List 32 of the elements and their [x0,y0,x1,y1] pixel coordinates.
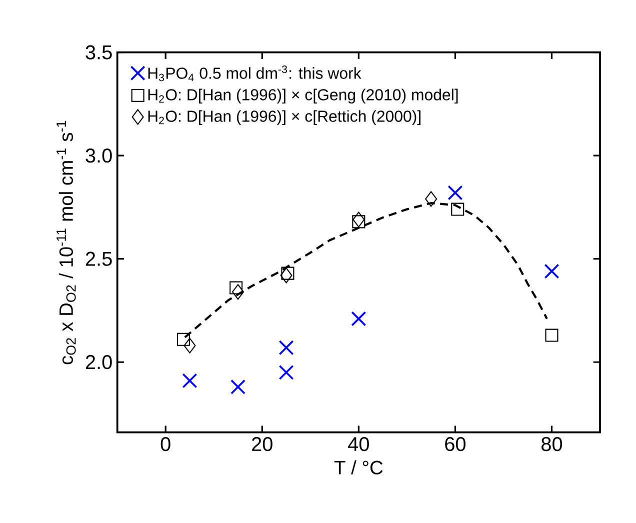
point [544,264,560,279]
point [352,212,365,228]
point [425,191,438,207]
point [451,202,464,216]
point [545,328,558,342]
x-tick-label: 80 [542,437,562,452]
point [278,364,294,380]
point [352,215,366,228]
text: c$_{O2}$ x D$_{O2}$ / 10$^{-11}$ mol cm$^{-1}$ s$^{-1}$ [56,120,76,364]
point [182,373,198,388]
point [448,185,463,200]
y-tick-label: 2.0 [86,355,112,370]
x-axis-title: T / °C [334,460,383,474]
x-tick-label: 0 [160,437,170,452]
y-tick-label: 3.0 [86,148,112,163]
point [230,281,243,294]
point [230,379,246,394]
point [278,340,294,356]
point [280,268,292,284]
legend-label: H$_{2}$O: D[Han (1996)] × c[Rettich (2000)] [148,110,420,126]
y-tick-label: 2.5 [86,252,112,266]
y-tick-label: 3.5 [86,45,112,60]
x-tick-label: 60 [445,437,466,452]
point [184,338,196,354]
x-tick-label: 20 [252,437,272,452]
point [232,284,244,300]
x-tick-label: 40 [348,437,369,452]
point [176,332,190,346]
point [351,311,366,326]
legend-label: H$_{2}$O: D[Han (1996)] × c[Geng (2010) model] [148,88,458,104]
point [281,266,294,280]
legend-label: H$_{3}$PO$_{4}$ 0.5 mol dm$^{-3}$: this work [148,66,362,82]
